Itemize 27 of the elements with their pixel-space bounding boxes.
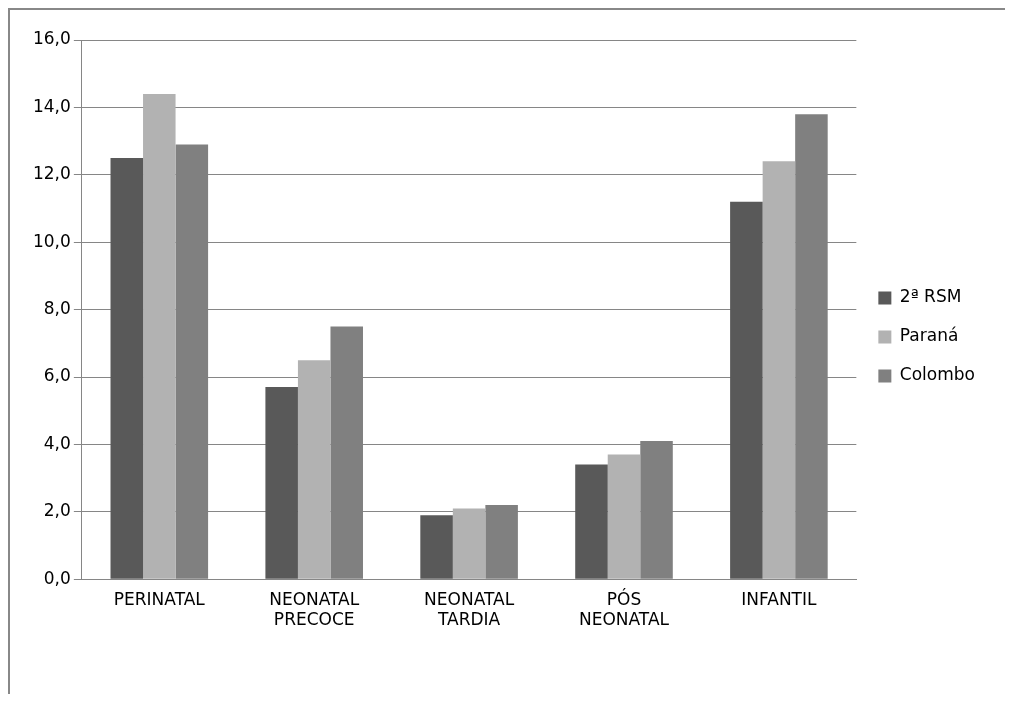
y-tick-label: 4,0 xyxy=(43,432,71,453)
bar xyxy=(297,360,331,579)
x-tick-label: INFANTIL xyxy=(741,588,818,609)
x-tick-label: NEONATAL PRECOCE xyxy=(269,588,360,630)
y-tick-label: 16,0 xyxy=(32,28,71,49)
bar xyxy=(143,93,176,579)
y-tick-label: 0,0 xyxy=(43,567,71,588)
x-tick-label: PÓS NEONATAL xyxy=(578,587,670,630)
y-tick-label: 12,0 xyxy=(32,163,71,184)
legend-label: Paraná xyxy=(899,325,959,346)
legend-label: 2ª RSM xyxy=(899,286,962,307)
y-tick-label: 14,0 xyxy=(32,95,71,116)
x-tick-label: PERINATAL xyxy=(113,588,206,609)
bar xyxy=(420,515,453,579)
bar xyxy=(730,201,763,579)
x-tick-label: NEONATAL TARDIA xyxy=(424,588,515,630)
y-tick-label: 6,0 xyxy=(43,365,71,386)
bar xyxy=(607,454,641,579)
y-tick-label: 10,0 xyxy=(32,230,71,251)
bar xyxy=(452,508,486,579)
bar xyxy=(265,387,298,579)
bar xyxy=(110,157,144,579)
bar xyxy=(575,464,608,579)
y-tick-label: 8,0 xyxy=(43,298,71,319)
bar xyxy=(762,161,796,579)
legend-label: Colombo xyxy=(899,364,976,385)
y-tick-label: 2,0 xyxy=(43,500,71,521)
